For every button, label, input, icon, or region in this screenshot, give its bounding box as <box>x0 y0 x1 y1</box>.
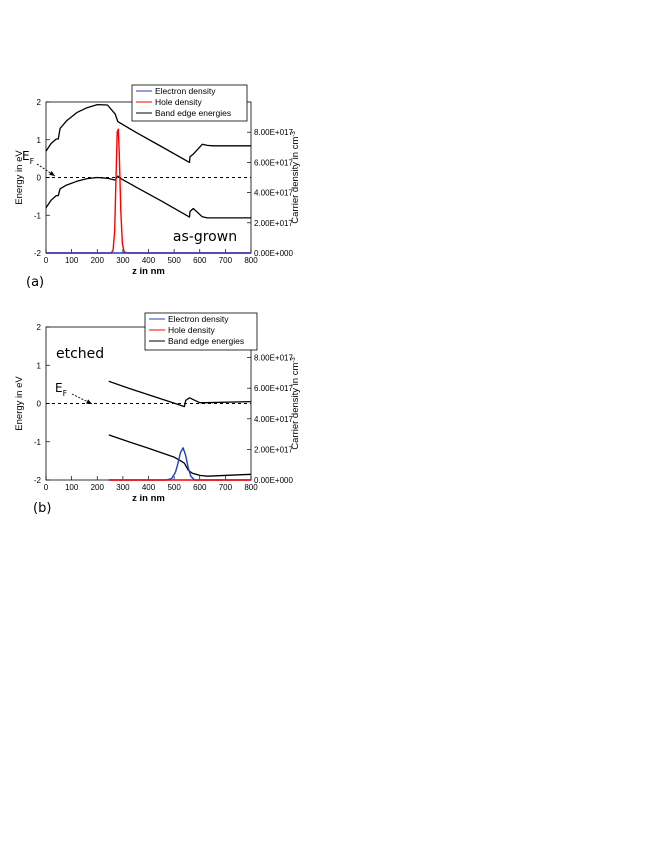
electron-density-line <box>108 447 251 481</box>
y-tick-label: -2 <box>34 249 42 258</box>
fermi-label: EF <box>55 381 68 398</box>
y2-tick-label: 0.00E+000 <box>254 476 293 485</box>
legend-entry: Hole density <box>168 325 216 335</box>
x-tick-label: 100 <box>65 483 79 492</box>
x-tick-label: 500 <box>167 256 181 265</box>
legend-entry: Band edge energies <box>155 108 231 118</box>
y-tick-label: -2 <box>34 476 42 485</box>
conduction-band-line <box>45 103 251 164</box>
y-tick-label: 0 <box>37 174 42 183</box>
x-tick-label: 200 <box>91 483 105 492</box>
y2-tick-label: 4.00E+017 <box>254 415 293 424</box>
x-tick-label: 700 <box>219 256 233 265</box>
fermi-label-subscript: F <box>30 157 35 166</box>
panel-annotation: as-grown <box>173 229 237 245</box>
y2-tick-label: 6.00E+017 <box>254 384 293 393</box>
y-tick-label: 2 <box>37 323 42 332</box>
y2-tick-label: 2.00E+017 <box>254 219 293 228</box>
y-tick-label: -1 <box>34 211 42 220</box>
y2-axis-label: Carrier density in cm-3 <box>290 131 301 224</box>
fermi-label-subscript: F <box>63 389 68 398</box>
panel-label: (b) <box>33 501 51 516</box>
y-axis-label: Energy in eV <box>14 376 25 431</box>
y2-axis-label-superscript: -3 <box>291 357 297 363</box>
panel-annotation: etched <box>56 346 104 362</box>
legend-entry: Electron density <box>155 86 216 96</box>
y2-tick-label: 4.00E+017 <box>254 189 293 198</box>
y-tick-label: 0 <box>37 400 42 409</box>
x-tick-label: 200 <box>91 256 105 265</box>
y2-tick-label: 2.00E+017 <box>254 445 293 454</box>
x-tick-label: 0 <box>44 256 49 265</box>
legend-entry: Hole density <box>155 97 203 107</box>
x-tick-label: 300 <box>116 483 130 492</box>
x-tick-label: 0 <box>44 483 49 492</box>
legend-entry: Electron density <box>168 314 229 324</box>
y2-tick-label: 8.00E+017 <box>254 354 293 363</box>
x-tick-label: 600 <box>193 256 207 265</box>
y2-tick-label: 8.00E+017 <box>254 128 293 137</box>
y-tick-label: 2 <box>37 98 42 107</box>
x-tick-label: 400 <box>142 483 156 492</box>
x-axis-label: z in nm <box>132 493 165 504</box>
y-tick-label: 1 <box>37 361 42 370</box>
x-axis-label: z in nm <box>132 266 165 277</box>
chart-panel-a: 0 100 200 300 400 500 600 700 800 -2 -1 0 1 2 0.00E+00… <box>14 84 301 290</box>
fermi-arrow-head <box>86 399 92 404</box>
x-tick-label: 400 <box>142 256 156 265</box>
conduction-band-line <box>108 380 252 408</box>
y-axis-label: Energy in eV <box>14 150 25 205</box>
chart-panel-b: 0 100 200 300 400 500 600 700 800 -2 -1 0 1 2 0.00E+00… <box>14 312 301 516</box>
legend-entry: Band edge energies <box>168 336 244 346</box>
x-tick-label: 800 <box>244 483 258 492</box>
x-tick-label: 100 <box>65 256 79 265</box>
y2-axis-label: Carrier density in cm-3 <box>290 357 301 450</box>
x-tick-label: 300 <box>116 256 130 265</box>
x-tick-label: 500 <box>167 483 181 492</box>
y-tick-label: 1 <box>37 136 42 145</box>
x-tick-label: 700 <box>219 483 233 492</box>
fermi-arrow-head <box>49 171 55 176</box>
y-tick-label: -1 <box>34 438 42 447</box>
x-tick-label: 800 <box>244 256 258 265</box>
y2-tick-label: 0.00E+000 <box>254 249 293 258</box>
x-tick-label: 600 <box>193 483 207 492</box>
valence-band-line <box>108 434 252 477</box>
y2-tick-label: 6.00E+017 <box>254 158 293 167</box>
panel-label: (a) <box>26 275 44 290</box>
y2-axis-label-superscript: -3 <box>291 131 297 137</box>
valence-band-line <box>45 175 251 219</box>
